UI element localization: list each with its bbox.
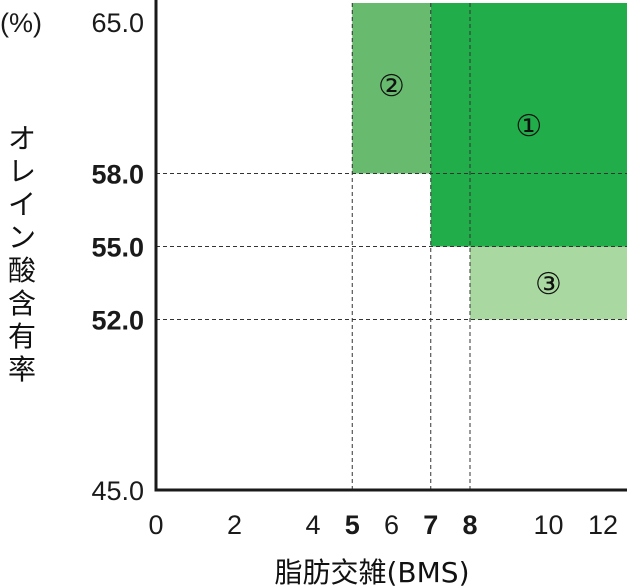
y-tick-label: 45.0 — [91, 476, 144, 506]
y-unit-label: (%) — [0, 8, 42, 38]
region-labels: ① ② ③ — [378, 69, 562, 302]
region-2-rect — [352, 3, 431, 174]
x-axis-title: 脂肪交雑(BMS) — [275, 556, 470, 588]
x-tick-labels: 0 2 4 5 6 7 8 10 12 — [148, 510, 618, 540]
guide-lines-layer — [156, 3, 627, 490]
x-tick-label: 8 — [462, 510, 477, 540]
x-tick-label: 6 — [384, 510, 399, 540]
x-tick-label: 12 — [588, 510, 618, 540]
region-3-label: ③ — [535, 267, 562, 302]
region-1-label: ① — [515, 109, 542, 144]
x-tick-label: 7 — [423, 510, 438, 540]
y-tick-label: 65.0 — [91, 8, 144, 38]
y-tick-label: 55.0 — [91, 233, 144, 263]
x-tick-label: 0 — [148, 510, 163, 540]
y-tick-label: 58.0 — [91, 159, 144, 189]
regions-layer — [352, 3, 627, 320]
x-tick-label: 5 — [345, 510, 360, 540]
region-1-rect — [430, 3, 627, 247]
y-tick-label: 52.0 — [91, 306, 144, 336]
y-tick-labels: 65.0 58.0 55.0 52.0 45.0 — [91, 8, 144, 506]
y-axis-title: オレイン酸含有率 — [8, 122, 36, 386]
x-tick-label: 4 — [305, 510, 320, 540]
x-tick-label: 2 — [227, 510, 242, 540]
x-tick-label: 10 — [533, 510, 563, 540]
region-3-rect — [470, 246, 627, 320]
axes-layer — [154, 0, 627, 492]
region-2-label: ② — [378, 69, 405, 104]
